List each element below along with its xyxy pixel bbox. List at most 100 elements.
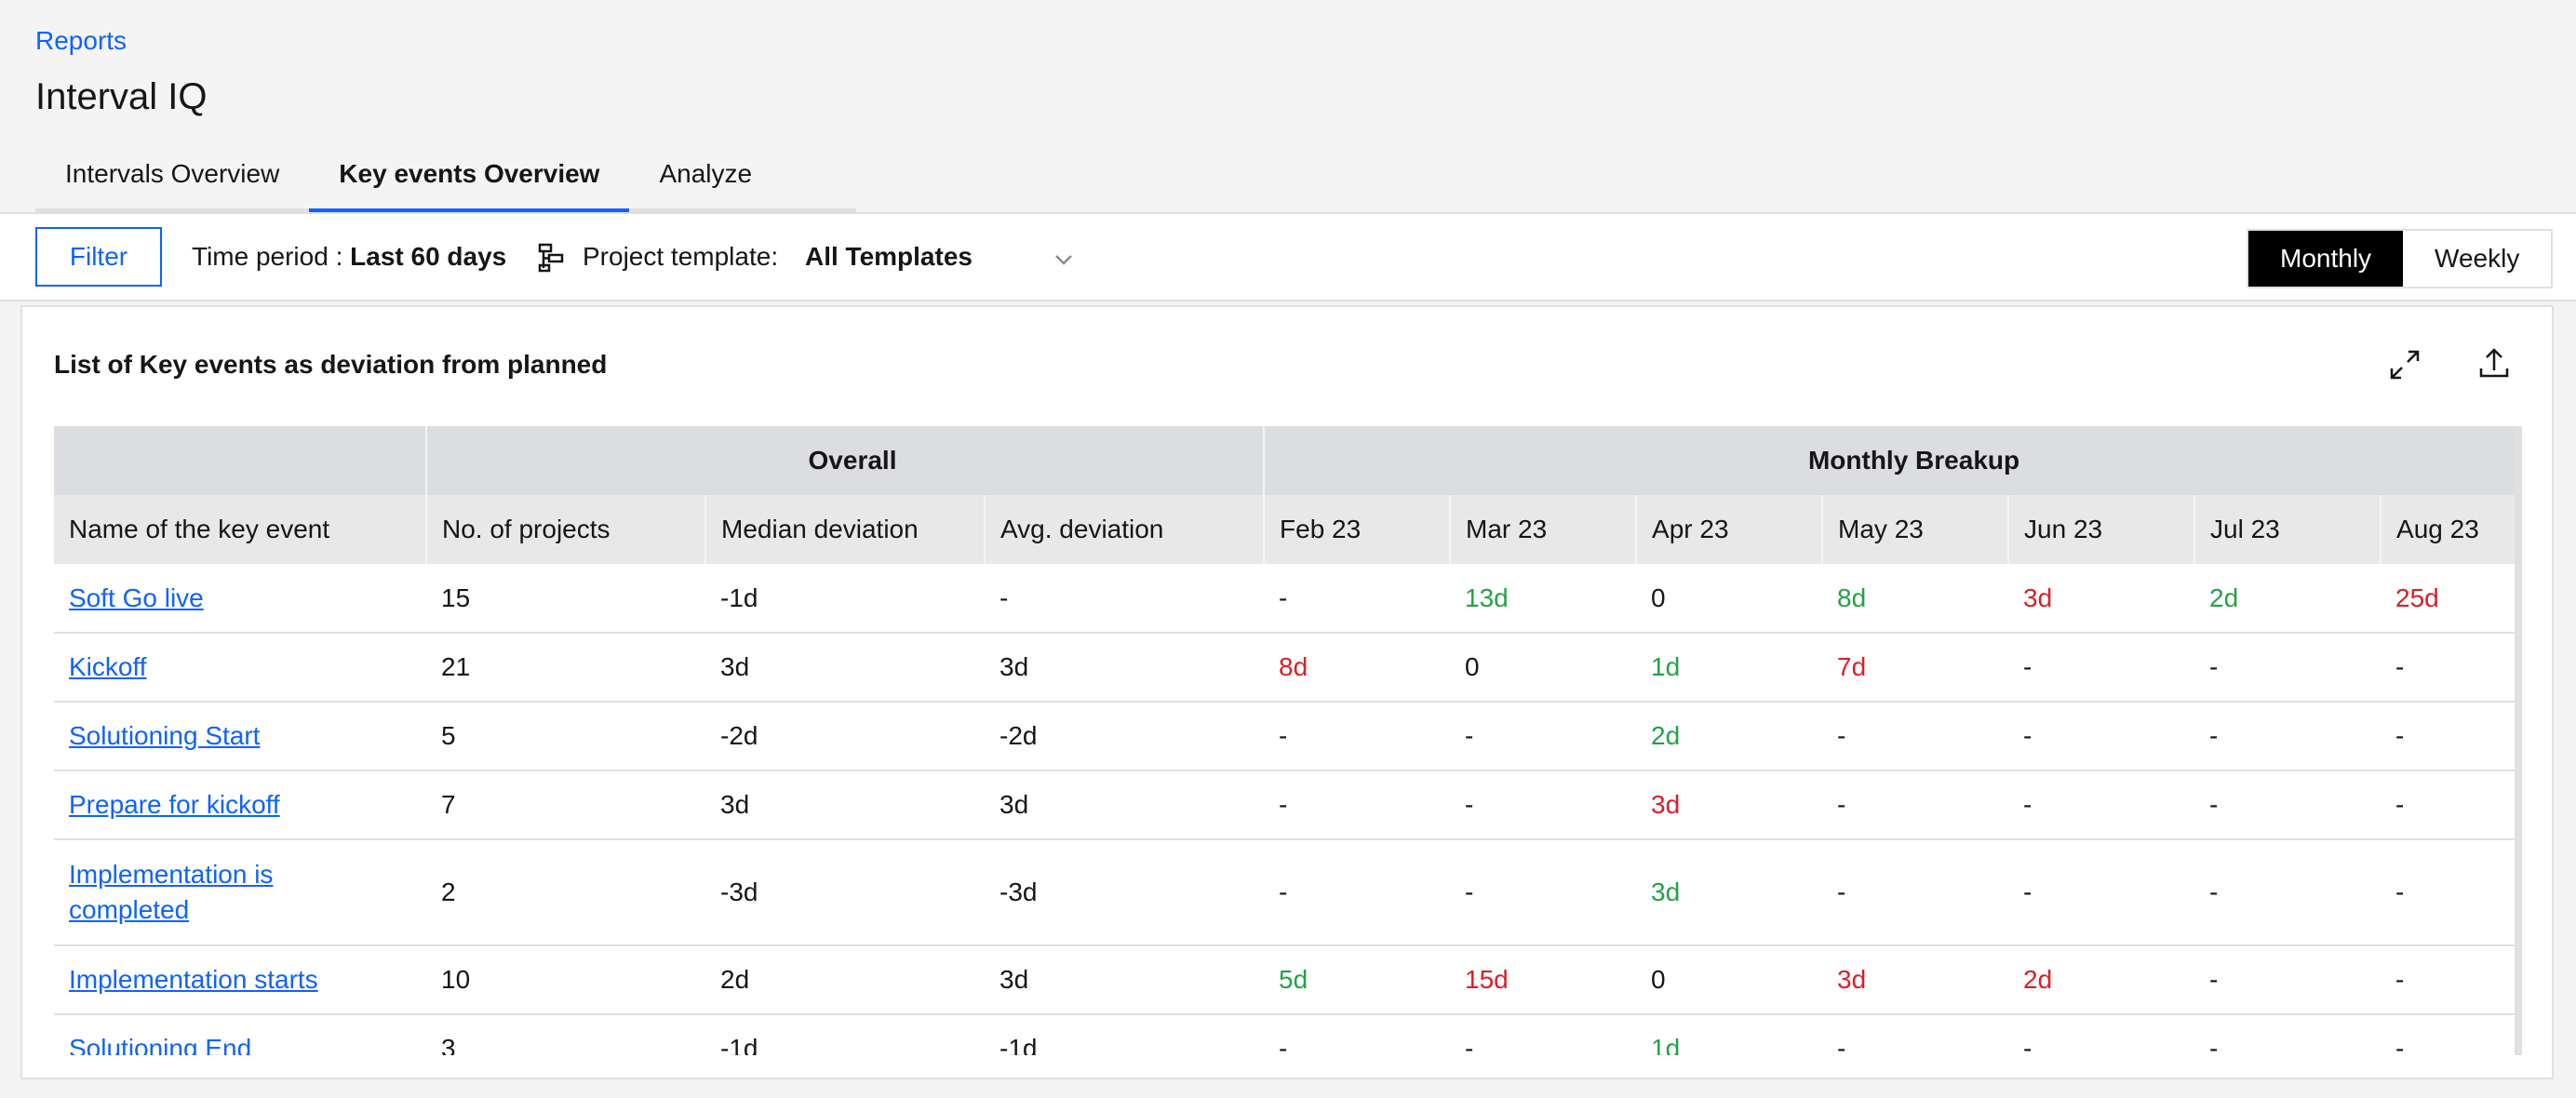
median-cell: 3d (705, 770, 985, 840)
projects-cell: 7 (426, 770, 705, 840)
month-deviation-cell: - (1450, 839, 1637, 946)
median-cell: -3d (705, 839, 985, 946)
view-toggle: Monthly Weekly (2247, 229, 2554, 288)
month-deviation-cell: - (2381, 633, 2515, 703)
time-period-label: Time period : (192, 242, 343, 271)
projects-cell: 15 (426, 564, 705, 634)
month-deviation-cell: 3d (1636, 770, 1823, 840)
month-deviation-cell: - (2194, 633, 2381, 703)
weekly-button[interactable]: Weekly (2403, 231, 2552, 287)
tab-list: Intervals Overview Key events Overview A… (35, 151, 856, 212)
key-event-cell: Solutioning End (54, 1014, 426, 1055)
month-deviation-cell: - (1822, 1014, 2009, 1055)
chevron-down-icon[interactable] (1050, 246, 1078, 274)
key-event-cell: Kickoff (54, 633, 426, 703)
month-deviation-cell: - (1264, 1014, 1451, 1055)
key-event-link[interactable]: Soft Go live (69, 582, 204, 612)
month-deviation-cell: 7d (1822, 633, 2009, 703)
month-deviation-cell: 3d (2008, 564, 2195, 634)
avg-cell: -3d (985, 839, 1265, 946)
avg-cell: 3d (985, 770, 1265, 840)
month-deviation-cell: 15d (1450, 945, 1637, 1015)
month-deviation-cell: 2d (2008, 945, 2195, 1015)
table-scroll-area[interactable]: Overall Monthly Breakup Name of the key … (54, 426, 2522, 1055)
month-deviation-cell: 2d (2194, 564, 2381, 634)
maximize-icon[interactable] (2386, 346, 2423, 383)
column-header: No. of projects (425, 495, 705, 564)
tab-analyze[interactable]: Analyze (659, 159, 753, 188)
median-cell: -2d (705, 702, 985, 771)
table-row: Solutioning End 3 -1d -1d - -1d - - - - (54, 1014, 2515, 1055)
table-row: Solutioning Start 5 -2d -2d - -2d - - - - (54, 702, 2515, 771)
month-deviation-cell: 13d (1450, 564, 1637, 634)
month-deviation-cell: - (2194, 702, 2381, 771)
key-event-cell: Soft Go live (54, 564, 426, 634)
column-header: Feb 23 (1263, 495, 1451, 564)
month-deviation-cell: - (2381, 945, 2515, 1015)
key-events-card: List of Key events as deviation from pla… (20, 305, 2554, 1079)
month-deviation-cell: - (1264, 564, 1451, 634)
median-cell: -1d (705, 1014, 985, 1055)
month-deviation-cell: - (1450, 770, 1637, 840)
key-event-cell: Solutioning Start (54, 702, 426, 771)
table-row: Prepare for kickoff 7 3d 3d - -3d - - - - (54, 770, 2515, 840)
key-event-link[interactable]: Implementation starts (69, 965, 318, 994)
monthly-button[interactable]: Monthly (2248, 231, 2404, 287)
key-event-cell: Implementation is completed (54, 839, 426, 946)
column-header: May 23 (1821, 495, 2009, 564)
template-icon (538, 243, 564, 273)
month-deviation-cell: 8d (1264, 633, 1451, 703)
page-title: Interval IQ (35, 76, 208, 117)
table-row: Soft Go live 15 -1d - -13d 0 8d 3d 2d 25d (54, 564, 2515, 634)
month-deviation-cell: 0 (1636, 945, 1823, 1015)
key-event-link[interactable]: Kickoff (69, 652, 147, 681)
avg-cell: - (985, 564, 1265, 634)
filter-button[interactable]: Filter (35, 227, 162, 287)
key-event-link[interactable]: Implementation is completed (69, 860, 274, 924)
month-deviation-cell: 5d (1264, 945, 1451, 1015)
month-deviation-cell: - (1822, 770, 2009, 840)
tab-intervals-overview[interactable]: Intervals Overview (65, 159, 280, 188)
key-event-cell: Prepare for kickoff (54, 770, 426, 840)
tab-key-events-overview[interactable]: Key events Overview (309, 151, 630, 212)
projects-cell: 10 (426, 945, 705, 1015)
projects-cell: 5 (426, 702, 705, 771)
month-deviation-cell: - (2194, 1014, 2381, 1055)
group-header-blank (54, 426, 426, 495)
avg-cell: 3d (985, 633, 1265, 703)
month-deviation-cell: - (2381, 702, 2515, 771)
group-header-monthly: Monthly Breakup (1263, 426, 2515, 495)
table-row: Kickoff 21 3d 3d 8d 0 1d 7d - - - (54, 633, 2515, 703)
month-deviation-cell: - (1822, 702, 2009, 771)
month-deviation-cell: 1d (1636, 633, 1823, 703)
month-deviation-cell: - (1264, 702, 1451, 771)
key-event-link[interactable]: Solutioning End (69, 1034, 252, 1055)
month-deviation-cell: - (2194, 945, 2381, 1015)
project-template-dropdown[interactable]: All Templates (805, 242, 973, 271)
median-cell: 2d (705, 945, 985, 1015)
month-deviation-cell: 0 (1636, 564, 1823, 634)
month-deviation-cell: - (1450, 702, 1637, 771)
month-deviation-cell: - (2194, 839, 2381, 946)
month-deviation-cell: - (2381, 770, 2515, 840)
page-header: Reports Interval IQ Intervals Overview K… (0, 0, 2576, 212)
month-deviation-cell: - (2381, 1014, 2515, 1055)
projects-cell: 2 (426, 839, 705, 946)
month-deviation-cell: - (1264, 839, 1451, 946)
column-header: Jun 23 (2007, 495, 2195, 564)
breadcrumb-reports[interactable]: Reports (35, 26, 127, 55)
month-deviation-cell: 3d (1822, 945, 2009, 1015)
key-event-link[interactable]: Prepare for kickoff (69, 790, 280, 819)
column-header: Jul 23 (2194, 495, 2381, 564)
key-event-cell: Implementation starts (54, 945, 426, 1015)
month-deviation-cell: 1d (1636, 1014, 1823, 1055)
key-event-link[interactable]: Solutioning Start (69, 721, 261, 750)
month-deviation-cell: - (2008, 770, 2195, 840)
avg-cell: -1d (985, 1014, 1265, 1055)
key-events-table: Overall Monthly Breakup Name of the key … (54, 426, 2515, 1055)
time-period-value: Last 60 days (350, 242, 507, 271)
time-period[interactable]: Time period : Last 60 days (192, 242, 506, 272)
month-deviation-cell: - (2008, 839, 2195, 946)
export-icon[interactable] (2475, 344, 2513, 382)
month-deviation-cell: - (1450, 1014, 1637, 1055)
